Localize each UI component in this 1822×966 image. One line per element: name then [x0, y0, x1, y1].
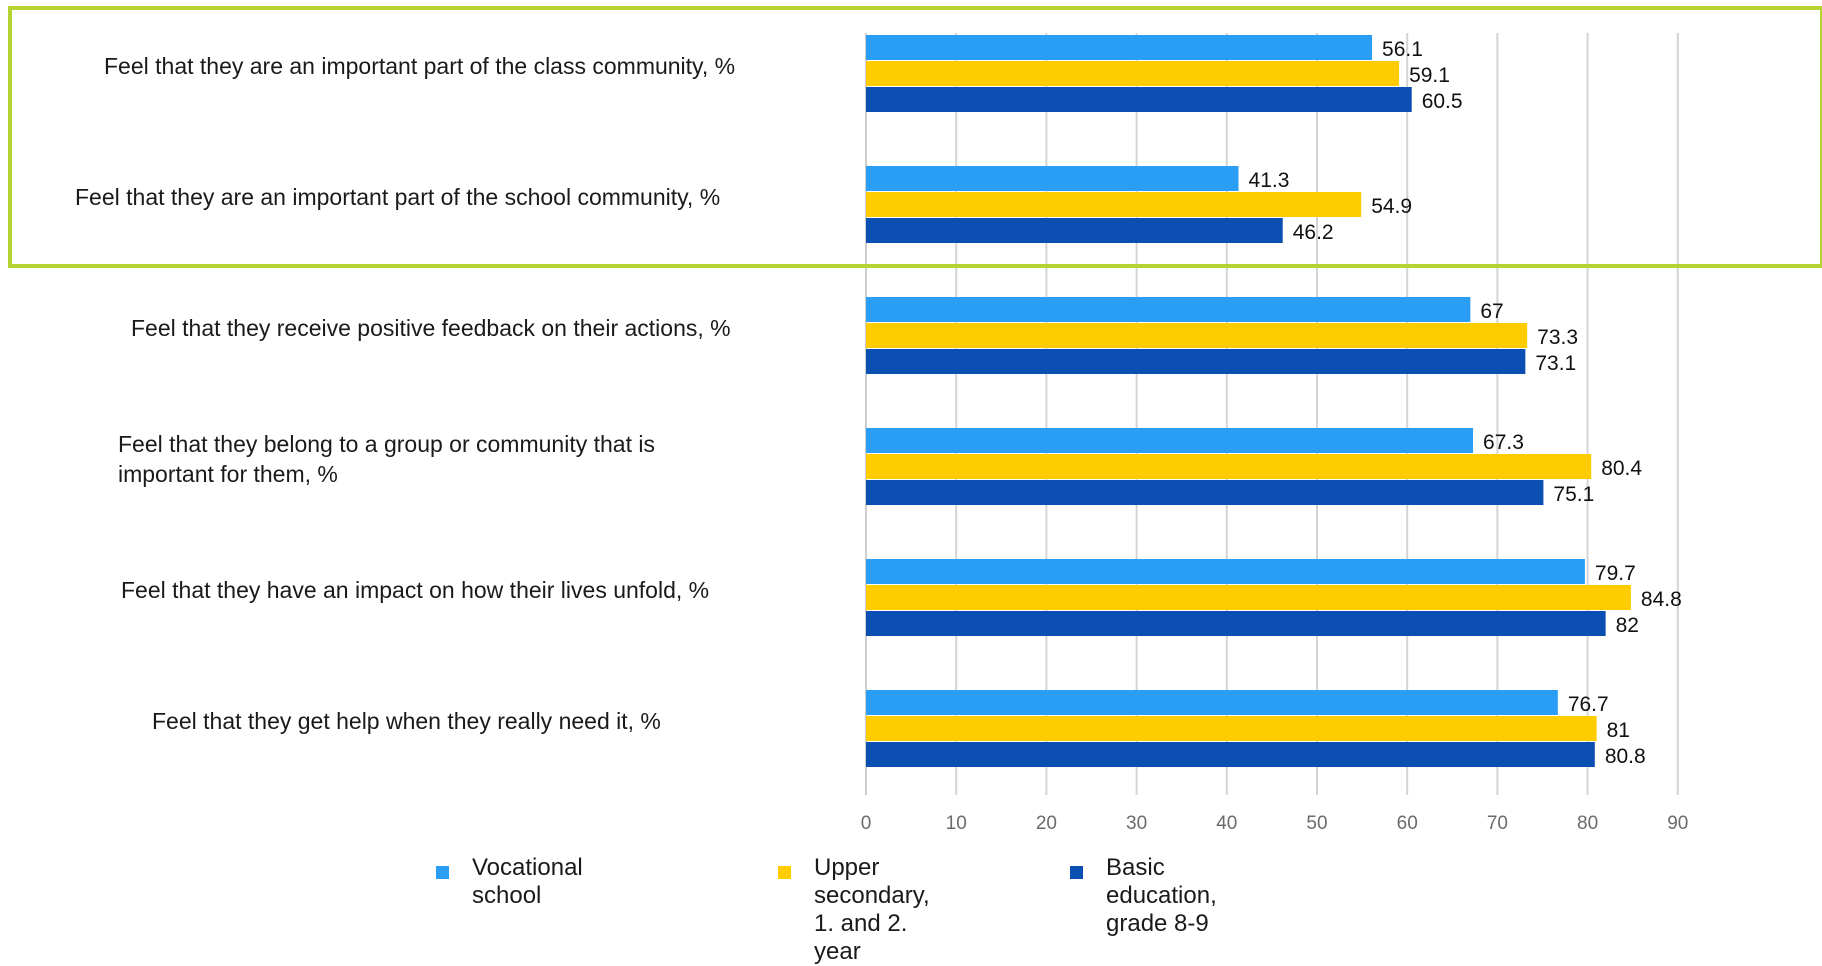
x-tick-label: 80 — [1577, 813, 1598, 834]
x-tick-label: 20 — [1036, 813, 1057, 834]
bar-value-label: 73.3 — [1537, 326, 1578, 349]
category-label-line: Feel that they receive positive feedback… — [131, 315, 731, 341]
legend-swatch — [778, 866, 791, 879]
bar — [866, 559, 1585, 584]
legend-label: Basic education, grade 8-9 — [1106, 854, 1217, 937]
bar-value-label: 84.8 — [1641, 588, 1682, 611]
bar-value-label: 80.8 — [1605, 745, 1646, 768]
legend-label: Upper secondary, 1. and 2. year — [814, 854, 930, 965]
bar-value-label: 56.1 — [1382, 38, 1423, 61]
x-tick-label: 0 — [861, 813, 872, 834]
category-label-line: Feel that they have an impact on how the… — [121, 577, 710, 603]
category-label: Feel that they belong to a group or comm… — [118, 429, 655, 489]
bar — [866, 454, 1592, 479]
category-label-line: Feel that they belong to a group or comm… — [118, 431, 655, 457]
category-label-line: important for them, % — [118, 461, 338, 487]
category-label-line: Feel that they are an important part of … — [104, 53, 736, 79]
category-label: Feel that they are an important part of … — [104, 51, 735, 81]
bar-value-label: 60.5 — [1422, 90, 1463, 113]
bar — [866, 297, 1471, 322]
x-tick-label: 40 — [1216, 813, 1237, 834]
category-label-line: Feel that they are an important part of … — [75, 184, 721, 210]
bar — [866, 87, 1412, 112]
x-tick-label: 70 — [1487, 813, 1508, 834]
category-label: Feel that they have an impact on how the… — [121, 575, 709, 605]
bar — [866, 349, 1526, 374]
x-tick-label: 30 — [1126, 813, 1147, 834]
x-tick-label: 50 — [1306, 813, 1327, 834]
x-tick-label: 90 — [1667, 813, 1688, 834]
bar — [866, 611, 1606, 636]
bars-group — [866, 35, 1631, 767]
bar — [866, 192, 1362, 217]
bar-value-label: 59.1 — [1409, 64, 1450, 87]
bar-value-label: 54.9 — [1371, 195, 1412, 218]
category-label: Feel that they receive positive feedback… — [131, 313, 731, 343]
bar-value-label: 81 — [1607, 719, 1630, 742]
x-tick-labels-group: 0 10 20 30 40 50 60 70 80 90 — [861, 813, 1689, 834]
bar-value-label: 80.4 — [1601, 457, 1642, 480]
bar — [866, 35, 1373, 60]
bar — [866, 218, 1283, 243]
bar-value-label: 75.1 — [1553, 483, 1594, 506]
legend-swatch — [1070, 866, 1083, 879]
category-label: Feel that they are an important part of … — [75, 182, 720, 212]
bar-value-label: 82 — [1616, 614, 1639, 637]
category-label: Feel that they get help when they really… — [152, 706, 661, 736]
bar — [866, 61, 1400, 86]
bar-value-label: 67.3 — [1483, 431, 1524, 454]
bar — [866, 323, 1528, 348]
legend-swatch — [436, 866, 449, 879]
bar — [866, 166, 1239, 191]
x-tick-label: 10 — [946, 813, 967, 834]
grid-lines — [865, 33, 1679, 795]
highlight-box — [8, 6, 1822, 268]
bar — [866, 428, 1474, 453]
legend-label: Vocational school — [472, 854, 583, 909]
bar-value-label: 41.3 — [1249, 169, 1290, 192]
bar-value-label: 46.2 — [1293, 221, 1334, 244]
bar-value-label: 79.7 — [1595, 562, 1636, 585]
bar — [866, 716, 1597, 741]
category-label-line: Feel that they get help when they really… — [152, 708, 661, 734]
bar — [866, 585, 1631, 610]
bar-value-label: 67 — [1480, 300, 1503, 323]
bar-value-label: 76.7 — [1568, 693, 1609, 716]
bar — [866, 690, 1558, 715]
value-labels-group: 56.1 59.1 60.5 41.3 54.9 46.2 67 73.3 73.1 67.3 80… — [1249, 38, 1682, 768]
bar — [866, 742, 1595, 767]
x-tick-label: 60 — [1397, 813, 1418, 834]
bar-value-label: 73.1 — [1535, 352, 1576, 375]
bar-chart: 56.1 59.1 60.5 41.3 54.9 46.2 67 73.3 73.1 67.3 80… — [8, 6, 1822, 834]
bar — [866, 480, 1544, 505]
